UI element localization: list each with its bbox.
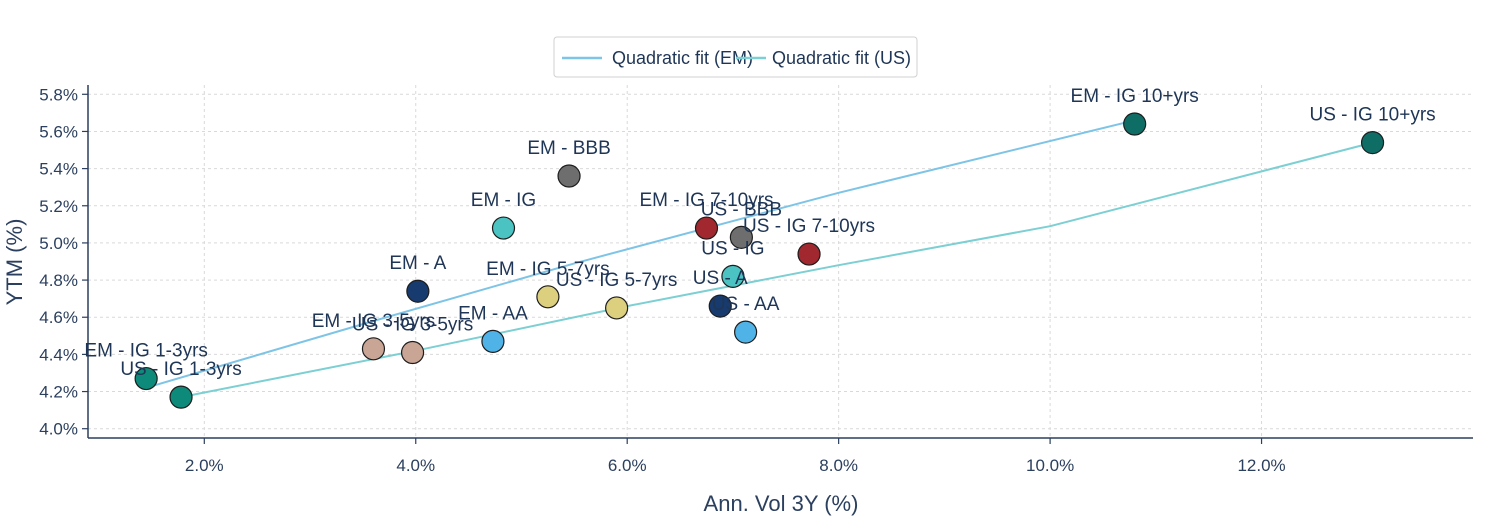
legend-label-us: Quadratic fit (US) [772,48,911,68]
fit-line-em [145,119,1135,389]
x-tick-label: 4.0% [396,456,435,475]
point-label: EM - IG 10+yrs [1071,86,1199,107]
point-label: EM - A [389,253,446,274]
point-label: US - IG [701,238,764,259]
data-point [708,294,732,318]
data-point [729,225,753,249]
data-point [481,329,505,353]
data-point [797,242,821,266]
point-label: US - IG 7-10yrs [743,216,875,237]
data-points [134,112,1385,409]
x-tick-label: 10.0% [1026,456,1074,475]
point-label: EM - IG 3-5yrs [312,311,436,332]
data-point [361,337,386,361]
data-point [400,340,425,365]
legend: Quadratic fit (EM) Quadratic fit (US) [553,36,918,78]
point-label: US - IG 5-7yrs [556,270,677,291]
data-point [734,320,758,344]
y-tick-label: 4.0% [39,420,78,439]
x-tick-label: 6.0% [608,456,647,475]
point-label: EM - IG 7-10yrs [639,190,773,211]
y-tick-label: 4.2% [39,383,78,402]
point-label: US - IG 1-3yrs [120,359,241,380]
y-tick-label: 5.2% [39,197,78,216]
y-tick-label: 4.6% [39,308,78,327]
data-point [721,264,745,288]
point-label: US - AA [712,294,780,315]
y-tick-label: 4.4% [39,345,78,364]
legend-box [553,36,918,78]
point-label: US - BBB [701,199,782,220]
point-label: EM - IG 5-7yrs [486,259,610,280]
point-label: EM - BBB [527,138,610,159]
data-point [605,296,629,320]
data-point [694,216,719,240]
x-tick-label: 2.0% [185,456,224,475]
point-label: EM - IG [471,190,536,211]
point-label: US - IG 10+yrs [1309,105,1435,126]
data-point [134,366,158,391]
data-point [557,164,581,188]
data-point [1123,112,1147,136]
x-axis-ticks: 2.0% 4.0% 6.0% 8.0% 10.0% 12.0% [185,438,1286,475]
point-label: US - A [693,268,748,289]
y-tick-label: 5.4% [39,160,78,179]
y-tick-label: 5.8% [39,85,78,104]
y-tick-label: 4.8% [39,271,78,290]
data-point [169,385,193,409]
x-tick-label: 12.0% [1237,456,1285,475]
point-label: US - IG 3-5yrs [352,315,473,336]
data-point [1360,130,1385,155]
point-label: EM - AA [458,303,528,324]
fit-line-us [180,141,1373,399]
data-point [491,216,516,240]
axes [87,85,1473,439]
x-tick-label: 8.0% [819,456,858,475]
point-label: EM - IG 1-3yrs [84,341,208,362]
x-axis-title: Ann. Vol 3Y (%) [704,491,859,516]
grid-lines [88,85,1473,438]
y-tick-label: 5.6% [39,122,78,141]
y-axis-title: YTM (%) [2,219,27,306]
data-point [536,285,560,309]
y-axis-ticks: 4.0% 4.2% 4.4% 4.6% 4.8% 5.0% 5.2% 5.4% 5.6% 5.8% [39,85,88,439]
data-point [406,279,430,303]
legend-label-em: Quadratic fit (EM) [612,48,753,68]
y-tick-label: 5.0% [39,234,78,253]
